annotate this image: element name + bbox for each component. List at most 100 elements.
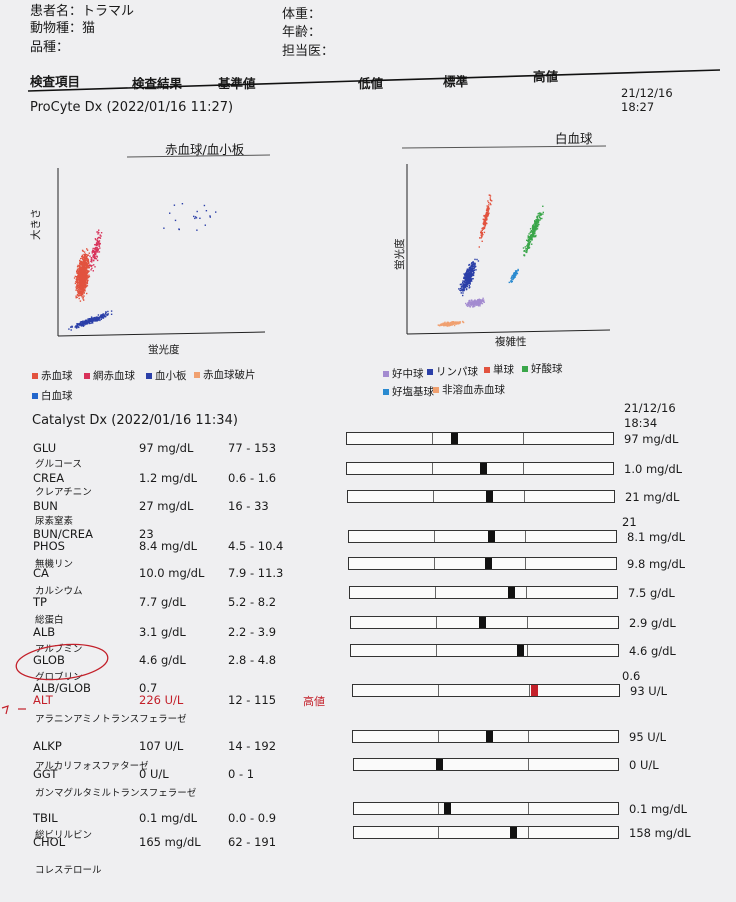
nrbc-dot xyxy=(447,321,450,324)
rbc-dot xyxy=(78,278,80,281)
lymphocyte-dot xyxy=(468,280,471,282)
nrbc-dot xyxy=(439,325,441,327)
lymphocyte-dot xyxy=(472,273,474,275)
eosinophil-dot xyxy=(541,217,543,220)
previous-result: 0.6 xyxy=(622,669,641,683)
handwritten-circle xyxy=(15,643,109,681)
rbc-dot xyxy=(83,277,86,279)
neutrophil-dot xyxy=(480,300,482,302)
neutrophil-dot xyxy=(469,301,471,304)
platelet-dot xyxy=(104,315,106,318)
eosinophil-dot xyxy=(533,229,536,231)
eosinophil-dot xyxy=(526,250,528,252)
lymphocyte-dot xyxy=(473,267,475,270)
lymphocyte-dot xyxy=(472,272,475,275)
platelet-dot xyxy=(76,323,78,325)
reticulocyte-dot xyxy=(94,248,96,250)
rbc-dot xyxy=(80,279,82,281)
nrbc-dot xyxy=(455,321,458,324)
test-name-bun-crea: BUN/CREA xyxy=(33,527,93,541)
reticulocyte-dot xyxy=(95,258,98,260)
lymphocyte-dot xyxy=(463,288,465,290)
test-name-tbil: TBIL xyxy=(33,811,58,825)
nrbc-dot xyxy=(442,324,444,326)
rbc-dot xyxy=(82,298,84,300)
legend-label: リンパ球 xyxy=(436,366,478,378)
legend-swatch xyxy=(484,367,490,373)
rbc-dot xyxy=(82,288,85,290)
rbc-dot xyxy=(82,250,84,252)
eosinophil-dot xyxy=(523,255,526,257)
rbc-dot xyxy=(87,259,89,261)
test-name-alt: ALT xyxy=(33,693,53,707)
rbc-dot xyxy=(81,264,83,266)
monocyte-dot xyxy=(482,228,484,230)
platelet-dot xyxy=(106,314,109,316)
rbc-dot xyxy=(85,282,87,284)
rbc-dot xyxy=(84,263,87,265)
rbc-dot xyxy=(76,266,79,268)
rbc-dot xyxy=(77,273,79,275)
reticulocyte-dot xyxy=(98,240,101,242)
weight: 体重： xyxy=(282,7,322,22)
eosinophil-dot xyxy=(529,238,531,240)
monocyte-dot xyxy=(481,227,483,230)
lymphocyte-dot xyxy=(466,272,468,274)
lymphocyte-dot xyxy=(470,274,472,276)
nrbc-dot xyxy=(444,321,446,323)
reticulocyte-dot xyxy=(95,251,97,253)
monocyte-dot xyxy=(487,200,489,202)
rbc-dot xyxy=(80,291,83,293)
rbc-dot xyxy=(82,282,84,284)
rbc-dot xyxy=(77,275,80,277)
bar-range-tick xyxy=(432,433,434,444)
rbc-legend-item: 赤血球破片 xyxy=(194,367,256,382)
procyte-date: 21/12/16 xyxy=(621,86,673,100)
result-marker xyxy=(516,645,524,656)
lymphocyte-dot xyxy=(465,279,467,281)
platelet-dot xyxy=(105,311,107,314)
platelet-dot xyxy=(196,210,198,213)
rbc-dot xyxy=(87,270,90,272)
nrbc-dot xyxy=(447,322,450,325)
rbc-dot xyxy=(81,279,84,281)
eosinophil-dot xyxy=(531,243,533,245)
eosinophil-dot xyxy=(537,223,539,226)
rbc-dot xyxy=(81,262,83,264)
eosinophil-dot xyxy=(542,213,544,215)
lymphocyte-dot xyxy=(462,288,464,291)
eosinophil-dot xyxy=(538,215,540,217)
rbc-dot xyxy=(77,289,79,292)
rbc-dot xyxy=(83,275,85,277)
platelet-dot xyxy=(98,317,100,320)
rbc-dot xyxy=(86,292,88,295)
platelet-dot xyxy=(94,319,96,321)
reticulocyte-dot xyxy=(92,249,94,251)
nrbc-dot xyxy=(441,324,443,326)
rbc-dot xyxy=(79,277,81,280)
rbc-dot xyxy=(83,274,86,276)
test-name-ggt: GGT xyxy=(33,767,58,781)
rbc-dot xyxy=(82,273,85,275)
test-japanese-name: ガンマグルタミルトランスフェラーゼ xyxy=(35,788,197,799)
eosinophil-dot xyxy=(536,219,538,221)
reticulocyte-dot xyxy=(97,237,99,239)
lymphocyte-dot xyxy=(466,269,469,272)
rbc-dot xyxy=(84,259,86,261)
monocyte-dot xyxy=(482,218,484,220)
result-marker xyxy=(531,685,539,696)
neutrophil-dot xyxy=(479,305,481,307)
eosinophil-dot xyxy=(527,247,529,249)
lymphocyte-dot xyxy=(465,288,468,291)
basophil-dot xyxy=(510,280,512,283)
rbc-dot xyxy=(87,264,89,266)
lymphocyte-dot xyxy=(468,273,470,275)
nrbc-dot xyxy=(443,323,446,326)
rbc-dot xyxy=(84,268,86,270)
rbc-dot xyxy=(76,277,79,279)
eosinophil-dot xyxy=(532,232,534,234)
eosinophil-dot xyxy=(528,241,530,244)
wbc-legend-item: 単球 xyxy=(484,362,514,377)
rbc-dot xyxy=(83,285,85,287)
basophil-dot xyxy=(508,281,510,284)
